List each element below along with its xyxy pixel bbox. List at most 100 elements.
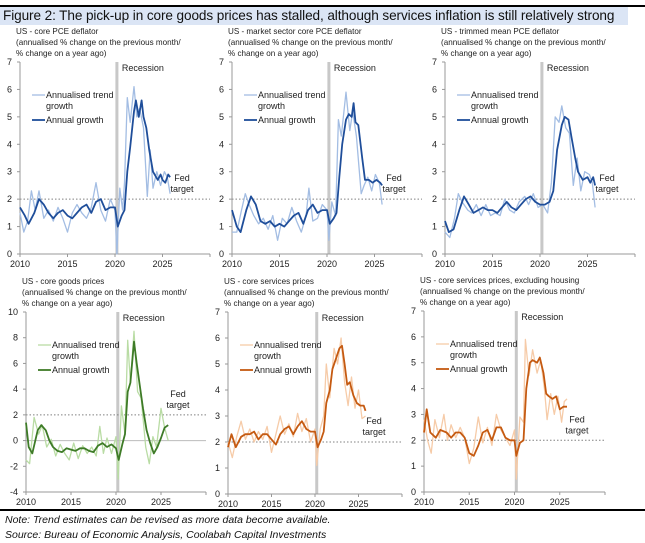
fed-target-label: target bbox=[382, 184, 406, 194]
y-tick-label: 3 bbox=[219, 167, 224, 177]
title-bar bbox=[0, 7, 628, 25]
recession-bar bbox=[327, 62, 331, 254]
recession-bar bbox=[315, 312, 319, 494]
y-tick-label: 2 bbox=[411, 435, 416, 445]
fed-target-label: Fed bbox=[569, 414, 585, 424]
legend-label: Annualised trend bbox=[46, 90, 114, 100]
legend-label: growth bbox=[52, 351, 79, 361]
chart-subtitle: (annualised % change on the previous mon… bbox=[228, 38, 393, 47]
chart-subtitle: % change on a year ago) bbox=[420, 298, 511, 307]
legend-label: Annualised trend bbox=[258, 90, 326, 100]
y-tick-label: 7 bbox=[432, 57, 437, 67]
recession-bar bbox=[540, 62, 544, 254]
x-tick-label: 2010 bbox=[222, 259, 242, 269]
chart-subtitle: % change on a year ago) bbox=[16, 49, 107, 58]
recession-label: Recession bbox=[122, 63, 164, 73]
chart-subtitle: US - core PCE deflator bbox=[16, 27, 99, 36]
fed-target-label: Fed bbox=[386, 173, 402, 183]
y-tick-label: 4 bbox=[432, 139, 437, 149]
recession-bar bbox=[116, 312, 120, 492]
chart-subtitle: % change on a year ago) bbox=[22, 299, 113, 308]
y-tick-label: 0 bbox=[7, 249, 12, 259]
y-tick-label: 1 bbox=[432, 222, 437, 232]
legend-label: Annualised trend bbox=[52, 340, 120, 350]
chart-subtitle: % change on a year ago) bbox=[441, 49, 532, 58]
fed-target-label: target bbox=[170, 184, 194, 194]
fed-target-label: Fed bbox=[599, 173, 615, 183]
legend-label: Annualised trend bbox=[254, 340, 322, 350]
series-annual-growth bbox=[227, 344, 367, 449]
x-tick-label: 2015 bbox=[459, 497, 479, 507]
y-tick-label: 4 bbox=[215, 385, 220, 395]
y-tick-label: 1 bbox=[215, 463, 220, 473]
x-tick-label: 2015 bbox=[61, 497, 81, 507]
series-annualised-trend-growth bbox=[423, 338, 568, 480]
x-tick-label: 2020 bbox=[305, 499, 325, 509]
x-tick-label: 2010 bbox=[218, 499, 238, 509]
chart-subtitle: % change on a year ago) bbox=[228, 49, 319, 58]
y-tick-label: -4 bbox=[10, 487, 18, 497]
chart-subtitle: US - core goods prices bbox=[22, 277, 104, 286]
y-tick-label: 1 bbox=[219, 222, 224, 232]
legend-label: growth bbox=[258, 101, 285, 111]
chart-subtitle: US - core services prices, excluding hou… bbox=[420, 276, 579, 285]
y-tick-label: 0 bbox=[219, 249, 224, 259]
chart-panel-4: US - core goods prices (annualised % chan… bbox=[8, 277, 207, 507]
chart-subtitle: US - trimmed mean PCE deflator bbox=[441, 27, 560, 36]
chart-subtitle: US - core services prices bbox=[224, 277, 314, 286]
x-tick-label: 2025 bbox=[152, 259, 172, 269]
fed-target-label: Fed bbox=[174, 173, 190, 183]
chart-panel-3: US - trimmed mean PCE deflator (annualise… bbox=[432, 27, 636, 269]
chart-subtitle: % change on a year ago) bbox=[224, 299, 315, 308]
y-tick-label: 5 bbox=[411, 358, 416, 368]
recession-label: Recession bbox=[123, 313, 165, 323]
y-tick-label: 5 bbox=[219, 112, 224, 122]
y-tick-label: 7 bbox=[215, 307, 220, 317]
x-tick-label: 2020 bbox=[105, 259, 125, 269]
y-tick-label: 2 bbox=[215, 437, 220, 447]
y-tick-label: 6 bbox=[432, 84, 437, 94]
y-tick-label: 6 bbox=[219, 84, 224, 94]
legend-label: Annualised trend bbox=[450, 339, 518, 349]
series-annual-growth bbox=[444, 116, 596, 234]
recession-label: Recession bbox=[547, 63, 589, 73]
y-tick-label: 7 bbox=[411, 306, 416, 316]
top-rule bbox=[0, 5, 645, 7]
y-tick-label: 2 bbox=[219, 194, 224, 204]
x-tick-label: 2010 bbox=[414, 497, 434, 507]
x-tick-label: 2010 bbox=[435, 259, 455, 269]
fed-target-label: target bbox=[362, 427, 386, 437]
y-tick-label: 8 bbox=[13, 333, 18, 343]
x-tick-label: 2015 bbox=[482, 259, 502, 269]
x-tick-label: 2025 bbox=[348, 499, 368, 509]
y-tick-label: 0 bbox=[432, 249, 437, 259]
legend-label: Annualised trend bbox=[471, 90, 539, 100]
legend-label: growth bbox=[471, 101, 498, 111]
y-tick-label: 4 bbox=[7, 139, 12, 149]
y-tick-label: 0 bbox=[411, 487, 416, 497]
note-text: Note: Trend estimates can be revised as … bbox=[5, 514, 331, 526]
fed-target-label: target bbox=[595, 184, 619, 194]
y-tick-label: 4 bbox=[219, 139, 224, 149]
chart-panel-2: US - market sector core PCE deflator (ann… bbox=[219, 27, 423, 269]
y-tick-label: 2 bbox=[432, 194, 437, 204]
fed-target-label: Fed bbox=[366, 416, 382, 426]
y-tick-label: 3 bbox=[7, 167, 12, 177]
y-tick-label: 3 bbox=[215, 411, 220, 421]
y-tick-label: 10 bbox=[8, 307, 18, 317]
y-tick-label: 3 bbox=[432, 167, 437, 177]
y-tick-label: 7 bbox=[7, 57, 12, 67]
legend-label: Annual growth bbox=[52, 365, 110, 375]
y-tick-label: 6 bbox=[13, 358, 18, 368]
series-annual-growth bbox=[19, 99, 171, 228]
legend-label: growth bbox=[254, 351, 281, 361]
series-annual-growth bbox=[231, 102, 383, 234]
y-tick-label: -2 bbox=[10, 461, 18, 471]
x-tick-label: 2025 bbox=[151, 497, 171, 507]
recession-bar bbox=[514, 311, 518, 492]
x-tick-label: 2025 bbox=[577, 259, 597, 269]
legend-label: Annual growth bbox=[254, 365, 312, 375]
series-annualised-trend-growth bbox=[25, 330, 169, 480]
bottom-rule bbox=[0, 509, 645, 511]
